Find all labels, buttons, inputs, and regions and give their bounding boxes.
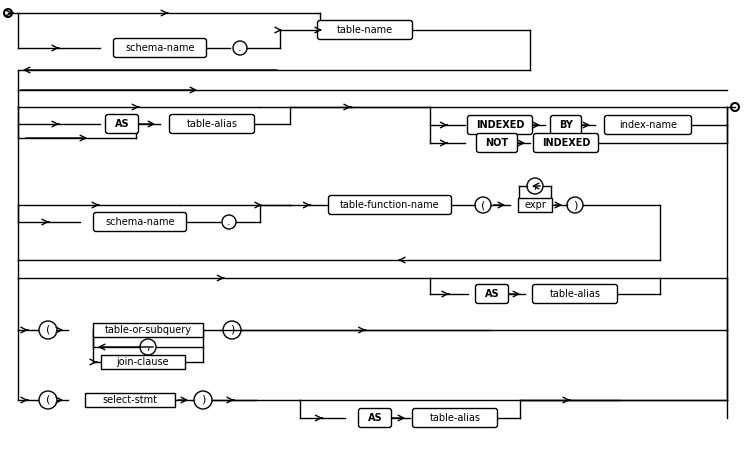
FancyBboxPatch shape <box>94 212 187 232</box>
FancyBboxPatch shape <box>170 115 254 133</box>
Text: select-stmt: select-stmt <box>103 395 158 405</box>
Text: ): ) <box>230 325 234 335</box>
Text: schema-name: schema-name <box>125 43 195 53</box>
FancyBboxPatch shape <box>328 196 452 214</box>
FancyBboxPatch shape <box>476 285 508 303</box>
Text: table-alias: table-alias <box>187 119 238 129</box>
FancyBboxPatch shape <box>113 39 206 57</box>
Text: INDEXED: INDEXED <box>542 138 590 148</box>
Text: (: ( <box>481 200 485 210</box>
FancyBboxPatch shape <box>413 409 497 427</box>
Text: index-name: index-name <box>619 120 677 130</box>
Bar <box>85 393 175 407</box>
Text: (: ( <box>46 395 50 405</box>
FancyBboxPatch shape <box>467 116 532 135</box>
Text: (: ( <box>46 325 50 335</box>
Bar <box>101 355 185 369</box>
Text: expr: expr <box>524 200 546 210</box>
Text: table-alias: table-alias <box>550 289 601 299</box>
Text: AS: AS <box>484 289 500 299</box>
FancyBboxPatch shape <box>532 285 617 303</box>
FancyBboxPatch shape <box>476 133 518 152</box>
Text: join-clause: join-clause <box>117 357 170 367</box>
Text: table-function-name: table-function-name <box>340 200 439 210</box>
FancyBboxPatch shape <box>604 116 692 135</box>
Text: .: . <box>238 43 242 53</box>
Text: schema-name: schema-name <box>105 217 175 227</box>
Bar <box>93 323 203 337</box>
Text: INDEXED: INDEXED <box>476 120 524 130</box>
Text: BY: BY <box>559 120 573 130</box>
Text: ,: , <box>533 181 537 191</box>
FancyBboxPatch shape <box>533 133 598 152</box>
FancyBboxPatch shape <box>358 409 392 427</box>
FancyBboxPatch shape <box>317 21 413 40</box>
Text: table-name: table-name <box>337 25 393 35</box>
Text: NOT: NOT <box>485 138 508 148</box>
Text: table-or-subquery: table-or-subquery <box>104 325 191 335</box>
FancyBboxPatch shape <box>550 116 581 135</box>
Text: .: . <box>227 217 231 227</box>
Text: AS: AS <box>368 413 382 423</box>
Text: ): ) <box>201 395 206 405</box>
Text: table-alias: table-alias <box>430 413 481 423</box>
FancyBboxPatch shape <box>106 115 139 133</box>
Text: ,: , <box>146 342 150 352</box>
Text: ): ) <box>573 200 578 210</box>
Bar <box>518 198 552 212</box>
Text: AS: AS <box>115 119 129 129</box>
